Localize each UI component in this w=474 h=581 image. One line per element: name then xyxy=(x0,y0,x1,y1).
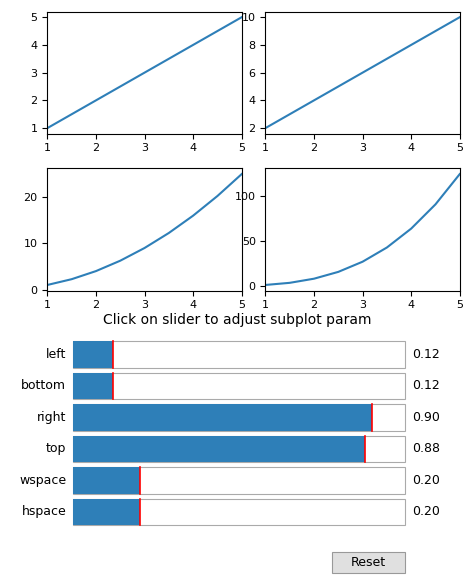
Text: Reset: Reset xyxy=(351,555,386,569)
Text: Click on slider to adjust subplot param: Click on slider to adjust subplot param xyxy=(103,313,371,327)
Bar xyxy=(73,436,405,462)
Text: right: right xyxy=(37,411,66,424)
Bar xyxy=(73,467,405,494)
Text: wspace: wspace xyxy=(19,474,66,487)
Bar xyxy=(73,498,405,525)
Bar xyxy=(73,498,140,525)
Text: top: top xyxy=(46,443,66,456)
Bar xyxy=(332,552,405,573)
Text: left: left xyxy=(46,348,66,361)
Bar xyxy=(73,436,365,462)
Bar xyxy=(73,467,140,494)
Text: 0.12: 0.12 xyxy=(412,379,440,392)
Text: 0.88: 0.88 xyxy=(412,443,440,456)
Text: 0.90: 0.90 xyxy=(412,411,440,424)
Text: hspace: hspace xyxy=(22,505,66,518)
Text: 0.20: 0.20 xyxy=(412,505,440,518)
Text: 0.12: 0.12 xyxy=(412,348,440,361)
Bar xyxy=(73,404,372,431)
Text: bottom: bottom xyxy=(21,379,66,392)
Bar xyxy=(73,341,113,368)
Bar xyxy=(73,341,405,368)
Text: 0.20: 0.20 xyxy=(412,474,440,487)
Bar xyxy=(73,372,405,399)
Bar xyxy=(73,404,405,431)
Bar xyxy=(73,372,113,399)
